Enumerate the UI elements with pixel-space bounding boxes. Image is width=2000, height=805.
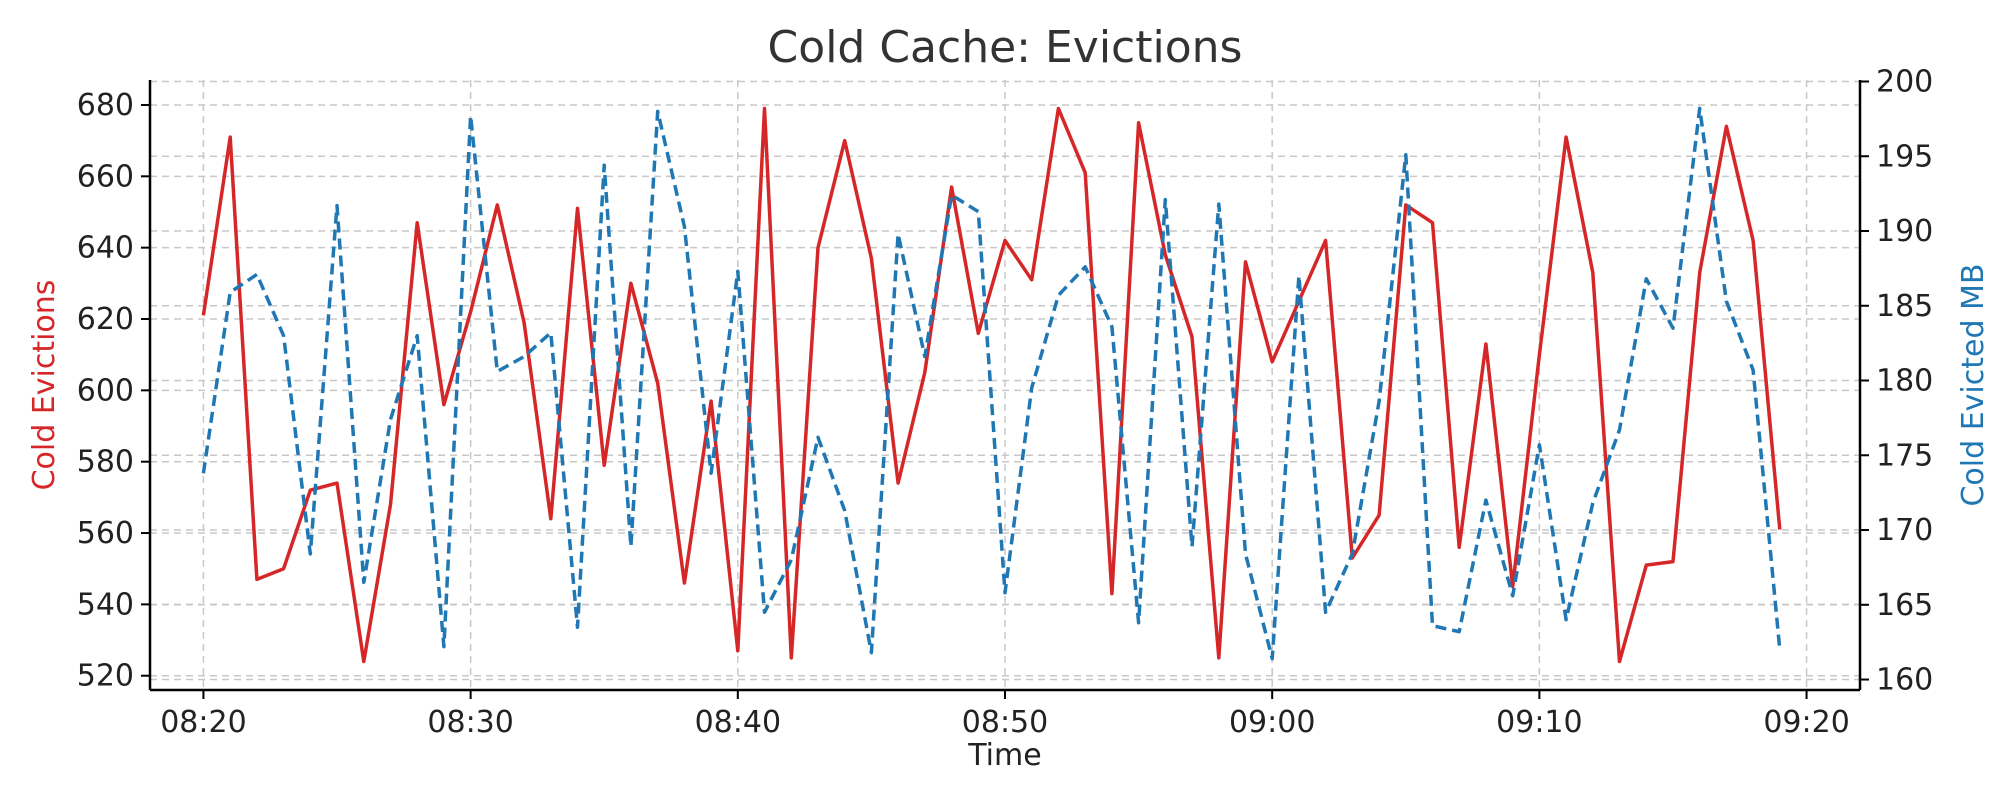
y-right-tick-label: 165 (1876, 588, 1933, 623)
y-left-tick-label: 640 (77, 231, 134, 266)
y-right-tick-label: 195 (1876, 139, 1933, 174)
series-layer (201, 106, 1782, 664)
x-tick-label: 09:20 (1763, 705, 1849, 740)
y-left-tick-label: 620 (77, 302, 134, 337)
x-tick-label: 09:00 (1229, 705, 1315, 740)
y-right-tick-label: 180 (1876, 364, 1933, 399)
x-tick-label: 08:50 (962, 705, 1048, 740)
y-right-tick-label: 175 (1876, 438, 1933, 473)
x-tick-label: 08:20 (160, 705, 246, 740)
y-right-tick-label: 190 (1876, 214, 1933, 249)
y-left-tick-label: 540 (77, 587, 134, 622)
y-left-tick-label: 520 (77, 659, 134, 694)
grid (150, 80, 1860, 690)
y-right-tick-label: 170 (1876, 513, 1933, 548)
x-axis-title: Time (967, 738, 1041, 773)
x-tick-label: 08:30 (427, 705, 513, 740)
y-right-tick-label: 200 (1876, 64, 1933, 99)
y-left-tick-label: 680 (77, 88, 134, 123)
chart-title: Cold Cache: Evictions (768, 22, 1243, 73)
series-line-cold-evictions (201, 106, 1782, 664)
y-right-axis-title: Cold Evicted MB (1956, 263, 1991, 506)
x-tick-label: 08:40 (695, 705, 781, 740)
ticks: 08:20 08:30 08:40 08:50 09:00 09:10 09:20 520 54… (77, 64, 1934, 740)
series-line-cold-evicted-mb (201, 106, 1782, 661)
y-left-tick-label: 660 (77, 159, 134, 194)
y-right-tick-label: 185 (1876, 289, 1933, 324)
x-tick-label: 09:10 (1496, 705, 1582, 740)
y-left-tick-label: 560 (77, 516, 134, 551)
y-left-axis-title: Cold Evictions (27, 280, 62, 491)
y-left-tick-label: 600 (77, 373, 134, 408)
y-right-tick-label: 160 (1876, 663, 1933, 698)
y-left-tick-label: 580 (77, 445, 134, 480)
